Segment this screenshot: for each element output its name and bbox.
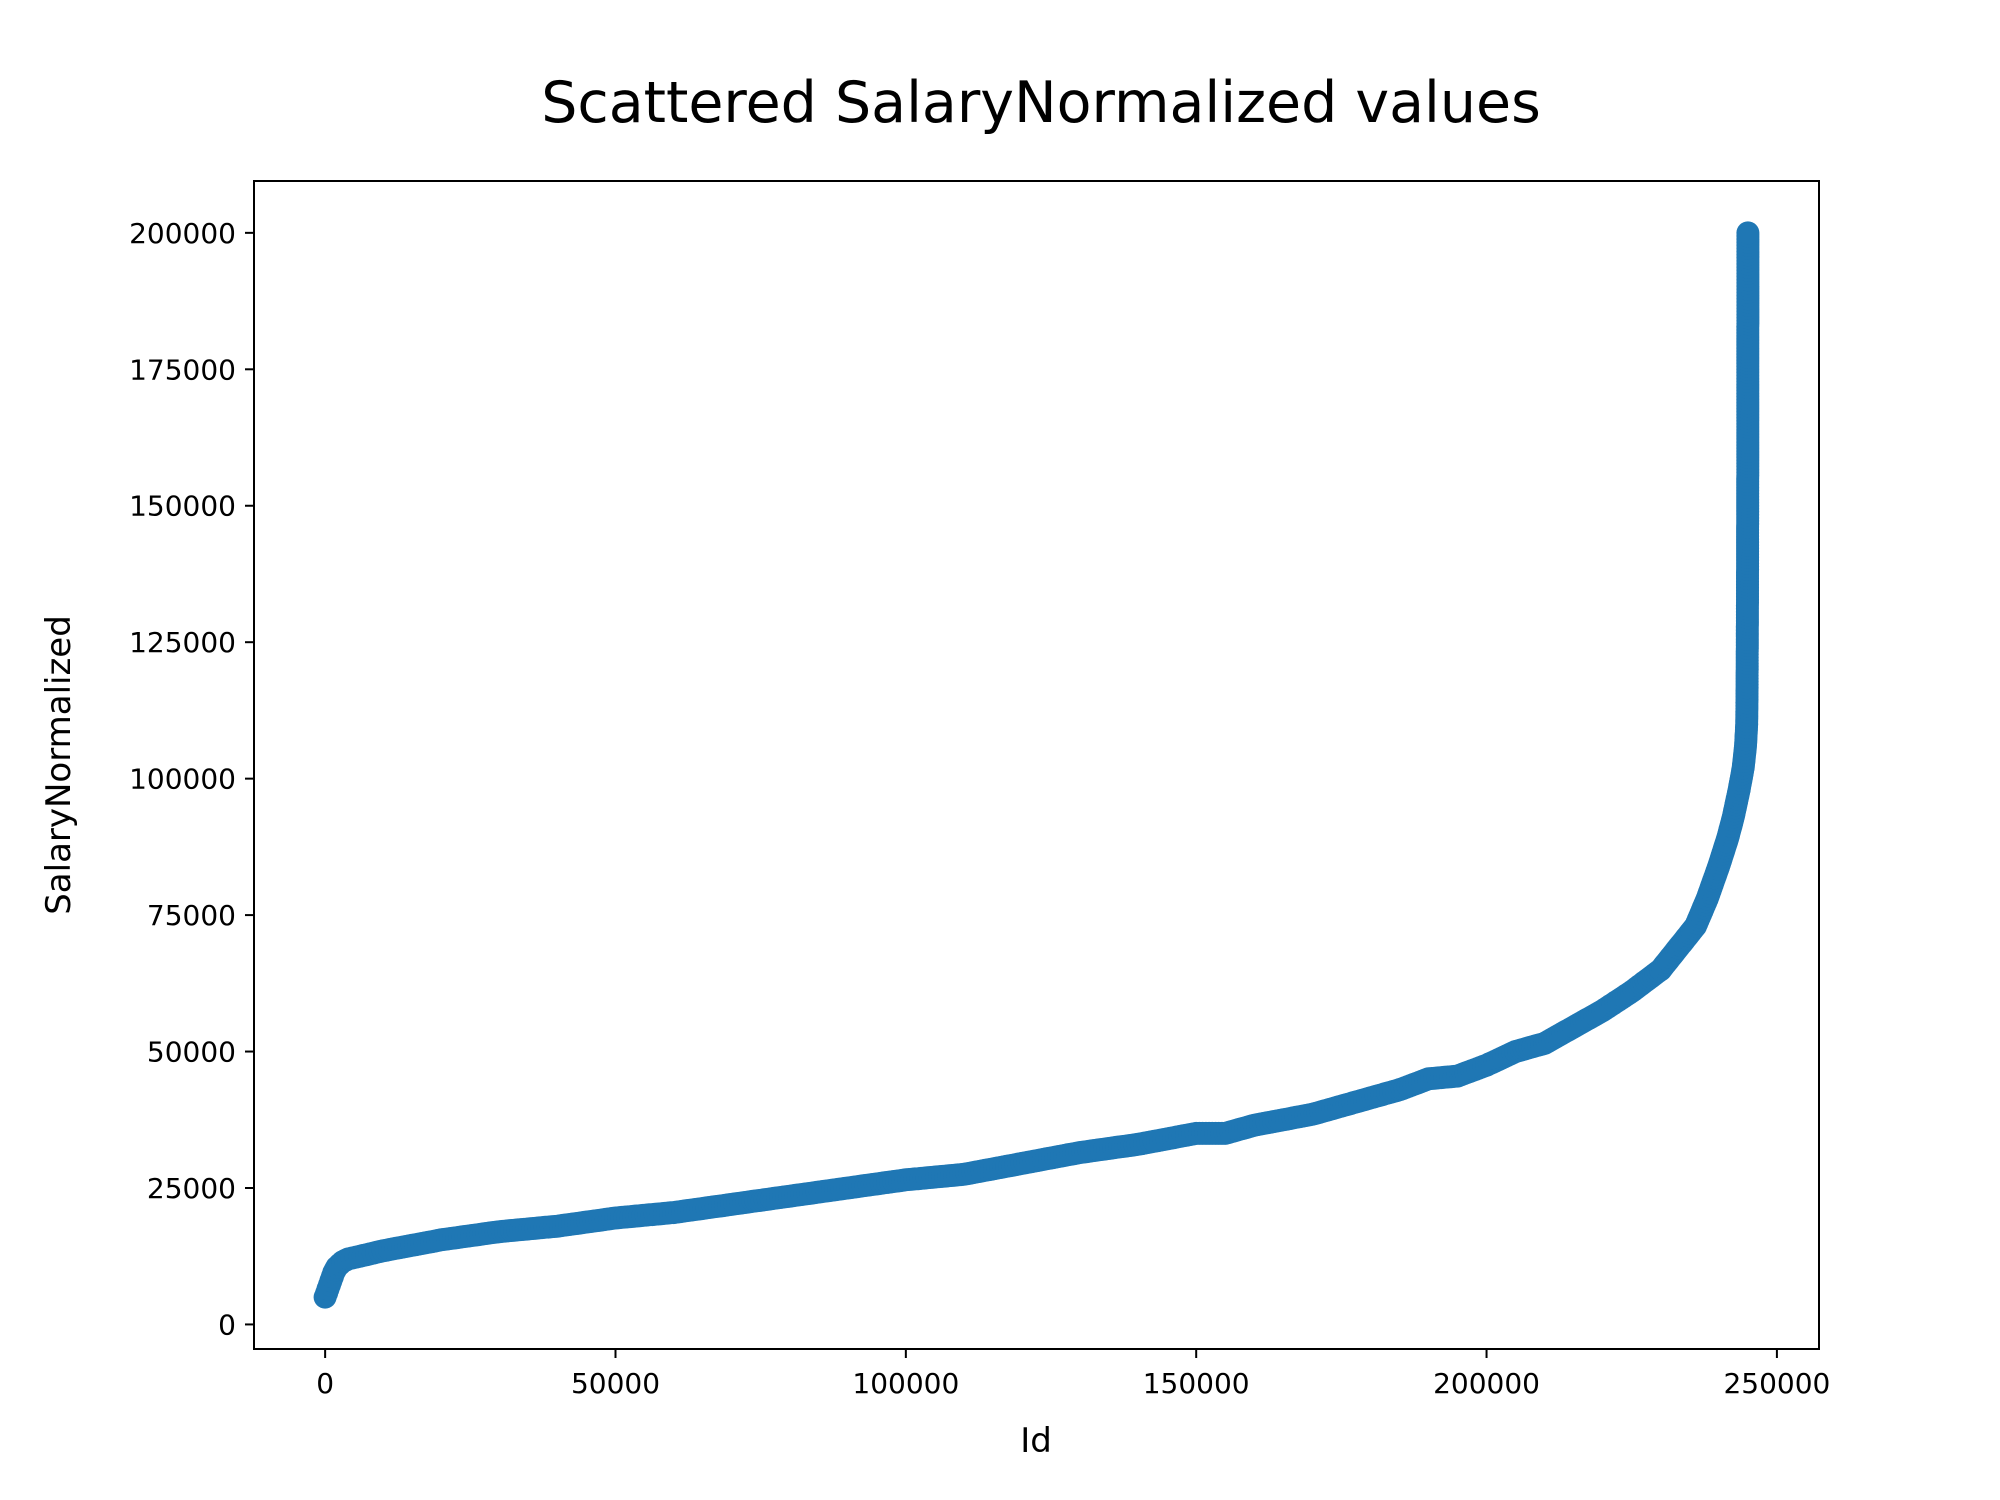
y-tick-label: 75000 <box>147 899 236 932</box>
x-axis: 0 50000 100000 150000 200000 250000 <box>316 1349 1830 1400</box>
chart-title: Scattered SalaryNormalized values <box>541 70 1541 136</box>
x-tick-label: 150000 <box>1143 1367 1250 1400</box>
x-tick-label: 50000 <box>571 1367 660 1400</box>
plot-frame <box>253 180 1820 1350</box>
x-tick-label: 0 <box>316 1367 334 1400</box>
x-tick-label: 100000 <box>852 1367 959 1400</box>
y-tick-label: 25000 <box>147 1172 236 1205</box>
data-points <box>313 221 1760 1309</box>
x-tick-label: 250000 <box>1723 1367 1830 1400</box>
y-axis-label: SalaryNormalized <box>39 615 79 915</box>
y-axis: 0 25000 50000 75000 100000 125000 150000 175000… <box>129 217 254 1341</box>
y-tick-label: 200000 <box>129 217 236 250</box>
data-point <box>1736 221 1760 245</box>
y-tick-label: 175000 <box>129 353 236 386</box>
x-axis-label: Id <box>1020 1421 1052 1461</box>
y-tick-label: 125000 <box>129 626 236 659</box>
y-tick-label: 150000 <box>129 490 236 523</box>
y-tick-label: 50000 <box>147 1036 236 1069</box>
x-tick-label: 200000 <box>1433 1367 1540 1400</box>
y-tick-label: 100000 <box>129 763 236 796</box>
y-tick-label: 0 <box>218 1308 236 1341</box>
